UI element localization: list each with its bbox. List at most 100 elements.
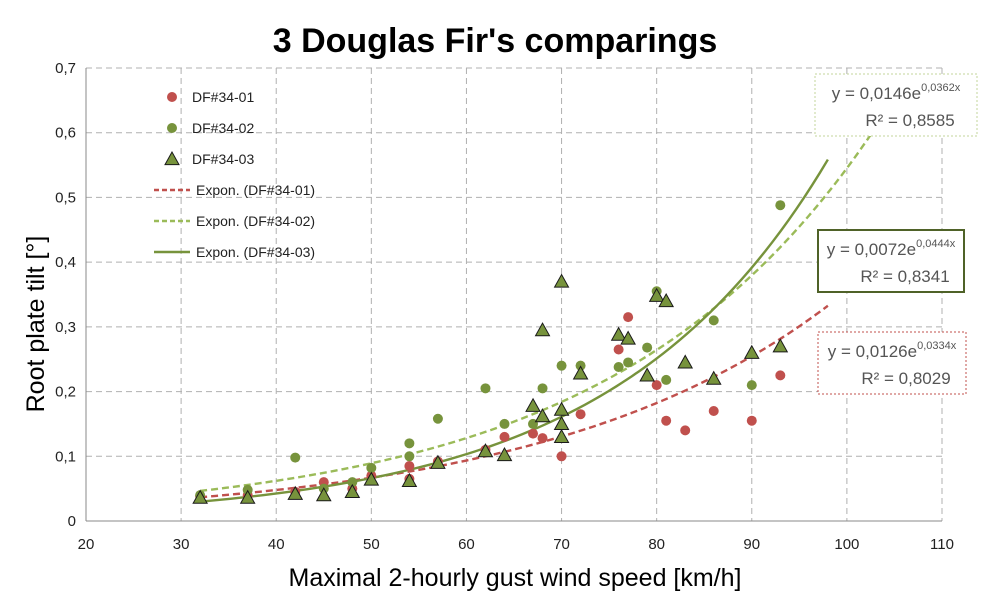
axes [85, 68, 942, 522]
data-point-DF#34-02 [708, 315, 719, 326]
x-tick-label: 100 [834, 536, 859, 553]
grid-lines [86, 67, 943, 521]
x-tick-label: 90 [743, 536, 760, 553]
data-point-DF#34-03 [705, 370, 722, 385]
legend-label: Expon. (DF#34-01) [196, 182, 315, 198]
y-tick-label: 0,7 [55, 60, 76, 77]
legend-swatch-triangle [164, 150, 180, 166]
legend: DF#34-01 DF#34-02 DF#34-03 Expon. (DF#34-01… [154, 89, 315, 260]
data-point-DF#34-02 [613, 361, 624, 372]
data-point-DF#34-03 [553, 428, 570, 443]
data-point-DF#34-02 [537, 383, 548, 394]
x-axis-title: Maximal 2-hourly gust wind speed [km/h] [289, 564, 742, 592]
equation-r-squared: R² = 0,8341 [860, 267, 949, 286]
y-tick-label: 0,2 [55, 384, 76, 401]
trendline-equations: y = 0,0146e0,0362x R² = 0,8585 y = 0,0072e… [814, 73, 978, 395]
data-point-DF#34-01 [528, 428, 539, 439]
data-point-DF#34-03 [743, 344, 760, 359]
trendline-3 [200, 158, 829, 503]
data-point-DF#34-03 [477, 443, 494, 458]
y-tick-label: 0,5 [55, 189, 76, 206]
trendlines [199, 127, 877, 503]
legend-label: DF#34-01 [192, 89, 254, 105]
legend-label: Expon. (DF#34-02) [196, 213, 315, 229]
data-point-DF#34-01 [613, 344, 624, 355]
data-points [192, 200, 789, 504]
equation-box [817, 331, 967, 395]
data-point-DF#34-01 [556, 451, 567, 462]
data-point-DF#34-03 [315, 487, 332, 502]
y-tick-label: 0 [68, 513, 76, 530]
data-point-DF#34-02 [661, 374, 672, 385]
data-point-DF#34-02 [556, 360, 567, 371]
legend-label: DF#34-03 [192, 151, 254, 167]
x-tick-label: 20 [78, 536, 95, 553]
data-point-DF#34-01 [661, 415, 672, 426]
legend-label: DF#34-02 [192, 120, 254, 136]
equation-box [817, 229, 965, 293]
data-point-DF#34-03 [344, 483, 361, 498]
data-point-DF#34-02 [499, 418, 510, 429]
data-point-DF#34-02 [642, 342, 653, 353]
x-tick-label: 60 [458, 536, 475, 553]
data-point-DF#34-01 [746, 415, 757, 426]
data-point-DF#34-01 [404, 460, 415, 471]
data-point-DF#34-01 [651, 380, 662, 391]
data-point-DF#34-01 [499, 431, 510, 442]
data-point-DF#34-03 [658, 292, 675, 308]
data-point-DF#34-03 [534, 408, 551, 423]
data-point-DF#34-03 [553, 273, 570, 288]
x-tick-label: 80 [648, 536, 665, 553]
data-point-DF#34-02 [366, 462, 377, 473]
data-point-DF#34-01 [575, 409, 586, 420]
data-point-DF#34-02 [623, 357, 634, 368]
y-tick-label: 0,6 [55, 125, 76, 142]
chart-title: 3 Douglas Fir's comparings [273, 22, 718, 60]
equation-formula: y = 0,0126e0,0334x [828, 340, 957, 361]
data-point-DF#34-03 [553, 415, 570, 431]
y-tick-label: 0,1 [55, 448, 76, 465]
data-point-DF#34-02 [775, 200, 786, 211]
x-tick-label: 40 [268, 536, 285, 553]
data-point-DF#34-03 [192, 489, 208, 504]
equation-formula: y = 0,0072e0,0444x [827, 238, 956, 259]
trendline-1 [200, 304, 829, 499]
tick-labels: 20 30 40 50 60 70 80 90 100 110 0 0,1 0,2 0,3 0,4 0,5 0,… [55, 60, 954, 553]
data-point-DF#34-01 [775, 370, 786, 381]
y-tick-label: 0,4 [55, 254, 76, 271]
data-point-DF#34-02 [347, 477, 358, 488]
data-point-DF#34-01 [680, 425, 691, 436]
legend-swatch-circle [167, 123, 177, 133]
x-tick-label: 110 [930, 536, 954, 553]
equation-box [814, 73, 978, 137]
data-point-DF#34-01 [537, 433, 548, 444]
data-point-DF#34-02 [290, 452, 301, 463]
data-point-DF#34-03 [772, 338, 789, 353]
data-point-DF#34-03 [525, 397, 541, 412]
data-point-DF#34-03 [553, 401, 570, 416]
equation-r-squared: R² = 0,8029 [861, 369, 950, 388]
data-point-DF#34-03 [648, 287, 665, 302]
data-point-DF#34-03 [363, 471, 380, 486]
equation-r-squared: R² = 0,8585 [865, 111, 954, 130]
data-point-DF#34-03 [496, 446, 513, 462]
data-point-DF#34-03 [401, 472, 418, 487]
x-tick-label: 30 [173, 536, 190, 553]
data-point-DF#34-02 [404, 451, 415, 462]
data-point-DF#34-03 [287, 485, 304, 500]
data-point-DF#34-03 [639, 367, 656, 382]
equation-formula: y = 0,0146e0,0362x [832, 82, 961, 103]
data-point-DF#34-03 [239, 489, 256, 504]
data-point-DF#34-03 [534, 322, 551, 337]
data-point-DF#34-02 [432, 413, 443, 424]
y-tick-label: 0,3 [55, 319, 76, 336]
legend-swatch-circle [167, 92, 177, 102]
data-point-DF#34-03 [620, 330, 636, 345]
data-point-DF#34-02 [480, 383, 491, 394]
data-point-DF#34-03 [572, 365, 589, 380]
data-point-DF#34-03 [677, 354, 694, 369]
legend-label: Expon. (DF#34-03) [196, 244, 315, 260]
x-tick-label: 50 [363, 536, 380, 553]
y-axis-title: Root plate tilt [°] [22, 236, 50, 413]
